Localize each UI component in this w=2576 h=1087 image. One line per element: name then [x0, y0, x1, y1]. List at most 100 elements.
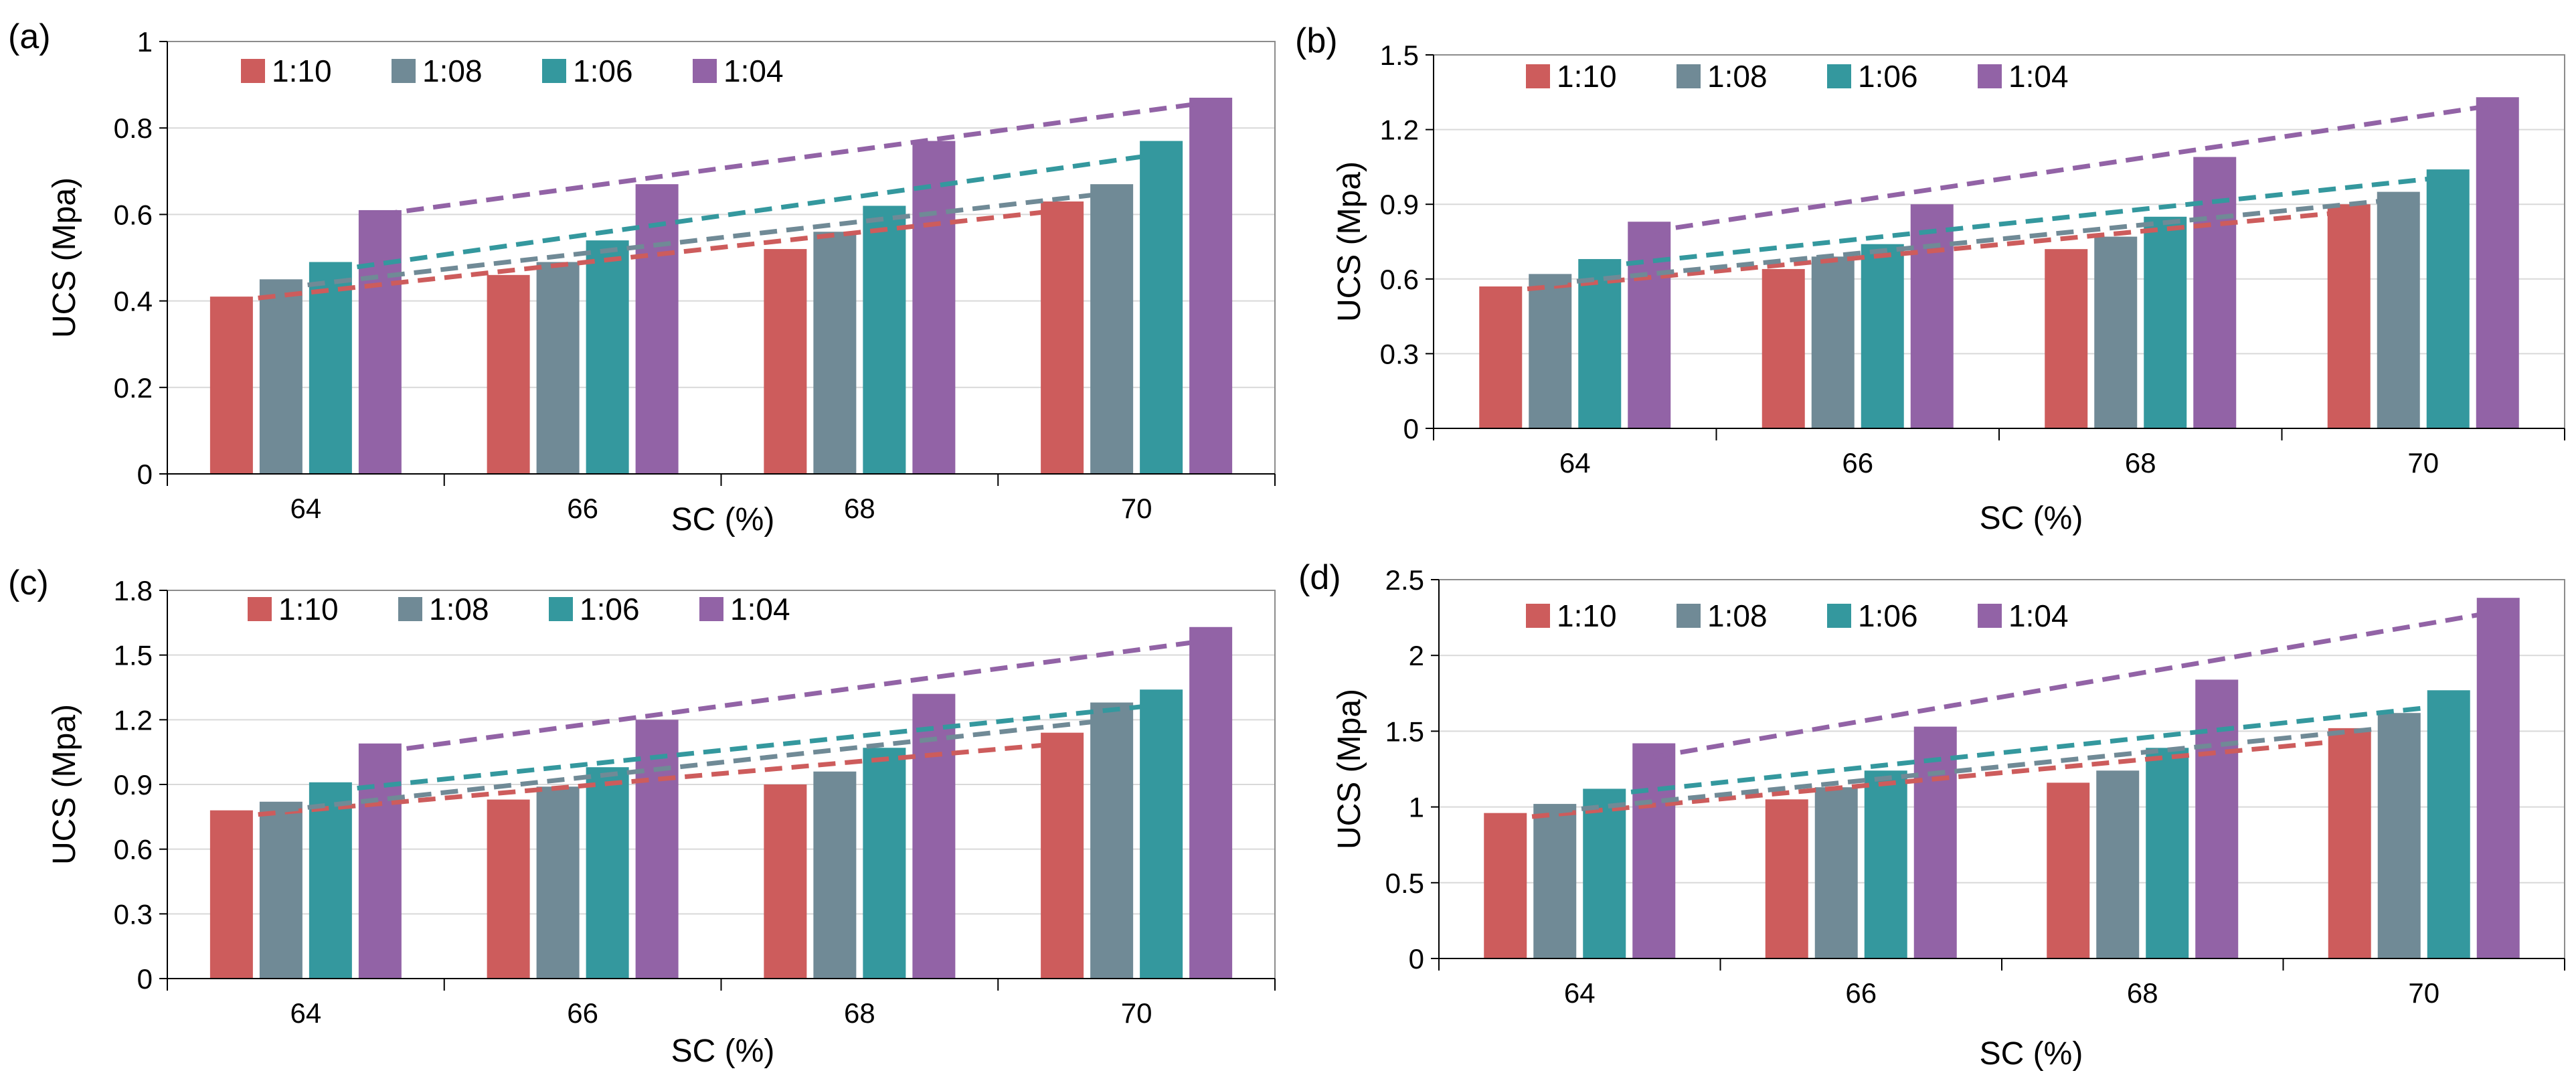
- panel-a-y-tick-label: 0.4: [114, 286, 153, 317]
- panel-a-legend-label-1-06: 1:06: [573, 54, 633, 88]
- panel-c-legend-swatch-1-04: [699, 597, 723, 621]
- panel-c-bar-1-04-70: [1189, 626, 1233, 979]
- panel-d-label: (d): [1298, 558, 1341, 597]
- panel-a-bar-1-08-66: [536, 262, 580, 474]
- panel-b-bar-1-04-66: [1910, 204, 1954, 428]
- panel-b-bar-1-06-68: [2144, 216, 2187, 428]
- panel-b-legend-swatch-1-10: [1526, 64, 1550, 88]
- panel-d-bar-1-08-64: [1533, 804, 1577, 958]
- panel-d-x-tick-label-66: 66: [1845, 977, 1877, 1009]
- panel-b-bar-1-10-68: [2045, 249, 2088, 428]
- panel-d-bar-1-10-68: [2047, 782, 2090, 958]
- panel-b-bar-1-10-70: [2327, 204, 2371, 428]
- panel-c-legend-swatch-1-10: [248, 597, 272, 621]
- panel-d-y-axis-title: UCS (Mpa): [1332, 689, 1367, 849]
- panel-b-y-tick-label: 0.9: [1380, 189, 1419, 220]
- panel-d-bar-1-10-64: [1484, 813, 1527, 958]
- panel-b-bar-1-08-70: [2377, 191, 2420, 428]
- panel-c-y-tick-label: 1.2: [114, 704, 153, 736]
- panel-c-bar-1-10-70: [1041, 732, 1084, 979]
- panel-c-legend-label-1-04: 1:04: [730, 592, 790, 626]
- panel-b-bar-1-04-64: [1628, 222, 1671, 428]
- panel-c-bar-1-06-70: [1140, 689, 1183, 979]
- panel-c-bar-1-10-68: [764, 784, 807, 979]
- panel-d-bar-1-04-70: [2476, 598, 2520, 958]
- panel-c-bar-1-10-64: [209, 810, 253, 979]
- panel-c-legend-label-1-08: 1:08: [429, 592, 489, 626]
- panel-c-y-tick-label: 0: [137, 963, 153, 995]
- panel-b-y-tick-label: 1.5: [1380, 39, 1419, 71]
- panel-d-bar-1-06-70: [2427, 690, 2470, 958]
- panel-a-bar-1-06-68: [863, 205, 906, 474]
- panel-d-x-axis-title: SC (%): [1980, 1036, 2083, 1072]
- panel-b-y-axis-title: UCS (Mpa): [1332, 161, 1367, 322]
- panel-c-trendline-1-06: [330, 702, 1162, 794]
- panel-b-bar-1-10-64: [1479, 286, 1523, 428]
- panel-b-y-tick-label: 0.3: [1380, 338, 1419, 369]
- panel-d-bar-1-10-66: [1765, 799, 1808, 958]
- panel-c-bar-1-08-68: [813, 771, 857, 979]
- panel-a-y-tick-label: 0.2: [114, 372, 153, 404]
- panel-c-bar-1-06-68: [863, 748, 906, 979]
- panel-a-trendline-1-08: [280, 190, 1112, 290]
- panel-d-legend-swatch-1-04: [1978, 604, 2002, 628]
- panel-a-x-tick-label-66: 66: [567, 493, 598, 524]
- panel-d-y-tick-label: 0.5: [1385, 867, 1424, 899]
- panel-c-label: (c): [8, 564, 49, 602]
- panel-a-legend-swatch-1-04: [693, 59, 717, 83]
- panel-c-legend-swatch-1-08: [398, 597, 422, 621]
- panel-b-y-tick-label: 1.2: [1380, 114, 1419, 146]
- panel-b-trendline-1-06: [1599, 174, 2449, 269]
- panel-a-bar-1-06-70: [1140, 141, 1183, 474]
- panel-d-bar-1-06-64: [1583, 788, 1626, 958]
- panel-d-legend-label-1-10: 1:10: [1557, 598, 1617, 633]
- panel-b-bar-1-04-70: [2476, 97, 2519, 429]
- panel-d-legend-label-1-06: 1:06: [1858, 598, 1918, 633]
- panel-c-legend-label-1-06: 1:06: [580, 592, 640, 626]
- panel-a-bar-1-04-64: [358, 210, 402, 474]
- panel-c-y-tick-label: 1.5: [114, 640, 153, 671]
- panel-d-bar-1-04-68: [2195, 679, 2239, 958]
- panel-b-bar-1-06-66: [1861, 244, 1904, 428]
- panel-b-legend-label-1-10: 1:10: [1557, 59, 1617, 94]
- panel-c-trendline-1-04: [379, 637, 1211, 755]
- panel-c-legend-label-1-10: 1:10: [278, 592, 339, 626]
- panel-a-y-tick-label: 0: [137, 458, 153, 490]
- panel-a-bar-1-08-64: [259, 279, 303, 474]
- panel-a-trendline-1-04: [379, 99, 1211, 217]
- panel-b-bar-1-04-68: [2193, 157, 2237, 428]
- panel-b-y-tick-label: 0.6: [1380, 264, 1419, 295]
- panel-c-y-tick-label: 1.8: [114, 575, 153, 606]
- panel-d-bar-1-08-70: [2377, 713, 2421, 958]
- panel-c-bar-1-06-66: [586, 767, 629, 979]
- panel-a-legend-swatch-1-06: [542, 59, 566, 83]
- panel-d-legend-label-1-04: 1:04: [2008, 598, 2069, 633]
- panel-a-x-tick-label-68: 68: [844, 493, 875, 524]
- panel-d-legend-swatch-1-08: [1677, 604, 1701, 628]
- panel-d-legend-swatch-1-10: [1526, 604, 1550, 628]
- panel-c-bar-1-04-66: [635, 720, 679, 979]
- panel-b-x-tick-label-66: 66: [1842, 447, 1873, 479]
- panel-a-bar-1-08-70: [1090, 184, 1134, 474]
- panel-d-bar-1-08-66: [1814, 787, 1858, 958]
- panel-a-y-tick-label: 0.8: [114, 112, 153, 144]
- panel-c-bar-1-08-64: [259, 801, 303, 979]
- panel-b-bar-1-08-66: [1811, 256, 1855, 428]
- panel-a-x-tick-label-64: 64: [290, 493, 322, 524]
- panel-b-legend-label-1-04: 1:04: [2008, 59, 2069, 94]
- panel-c-y-tick-label: 0.9: [114, 769, 153, 801]
- panel-d-trendline-1-10: [1505, 738, 2350, 822]
- panel-c-y-axis-title: UCS (Mpa): [47, 704, 82, 865]
- panel-b-bar-1-06-70: [2426, 169, 2470, 428]
- panel-b-legend-swatch-1-06: [1827, 64, 1851, 88]
- panel-d-y-tick-label: 1.5: [1385, 716, 1424, 747]
- panel-a-bar-1-10-70: [1041, 201, 1084, 474]
- panel-b-y-tick-label: 0: [1403, 413, 1419, 444]
- panel-c-bar-1-08-66: [536, 786, 580, 979]
- panel-a-legend-swatch-1-10: [241, 59, 265, 83]
- panel-d-y-tick-label: 0: [1409, 943, 1424, 975]
- panel-a-legend-swatch-1-08: [392, 59, 416, 83]
- panel-b-x-tick-label-70: 70: [2407, 447, 2439, 479]
- panel-b-bar-1-08-64: [1529, 274, 1572, 428]
